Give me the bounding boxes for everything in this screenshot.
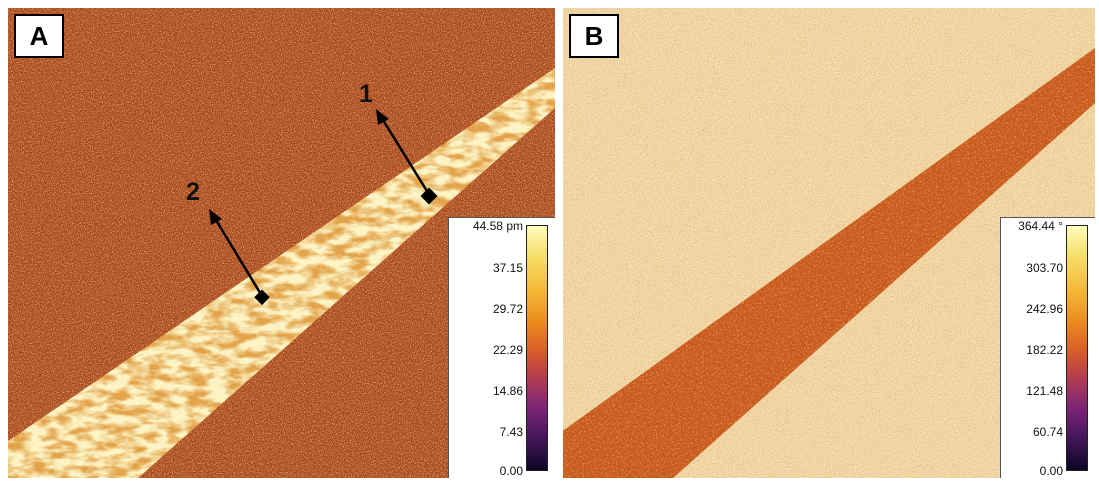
panel-label-a: A (14, 14, 64, 58)
scale-b-tick: 121.48 (1026, 384, 1063, 398)
scale-a-tick: 7.43 (499, 425, 523, 439)
color-scale-a: 44.58 pm 37.15 29.72 22.29 14.86 7.43 0.… (448, 217, 555, 478)
amplitude-image-panel: A 1 2 44.58 pm 37.15 29.72 22.29 14.86 7… (8, 8, 555, 478)
scale-b-tick: 303.70 (1026, 261, 1063, 275)
scale-b-tick: 182.22 (1026, 343, 1063, 357)
color-scale-b: 364.44 ° 303.70 242.96 182.22 121.48 60.… (1000, 217, 1095, 478)
scale-b-tick: 242.96 (1026, 302, 1063, 316)
scale-a-tick: 29.72 (492, 302, 523, 316)
scale-a-tick: 0.00 (499, 464, 523, 478)
color-ramp-b (1066, 225, 1088, 471)
scale-a-tick: 14.86 (492, 384, 523, 398)
marker-2-point (254, 289, 270, 306)
scale-a-tick: 44.58 pm (472, 219, 523, 233)
scale-b-tick: 0.00 (1039, 464, 1063, 478)
scale-b-tick: 364.44 ° (1018, 219, 1063, 233)
marker-2-arrow (214, 219, 264, 297)
scale-a-tick: 37.15 (492, 261, 523, 275)
marker-2-label: 2 (186, 178, 200, 206)
color-ramp-a (526, 225, 548, 471)
marker-1-arrow (381, 119, 432, 197)
scale-a-tick: 22.29 (492, 343, 523, 357)
marker-1-point (420, 187, 438, 205)
scale-b-tick: 60.74 (1032, 425, 1063, 439)
marker-1-label: 1 (359, 80, 373, 108)
phase-image-panel: B 364.44 ° 303.70 242.96 182.22 121.48 6… (563, 8, 1095, 478)
panel-label-b: B (569, 14, 619, 58)
